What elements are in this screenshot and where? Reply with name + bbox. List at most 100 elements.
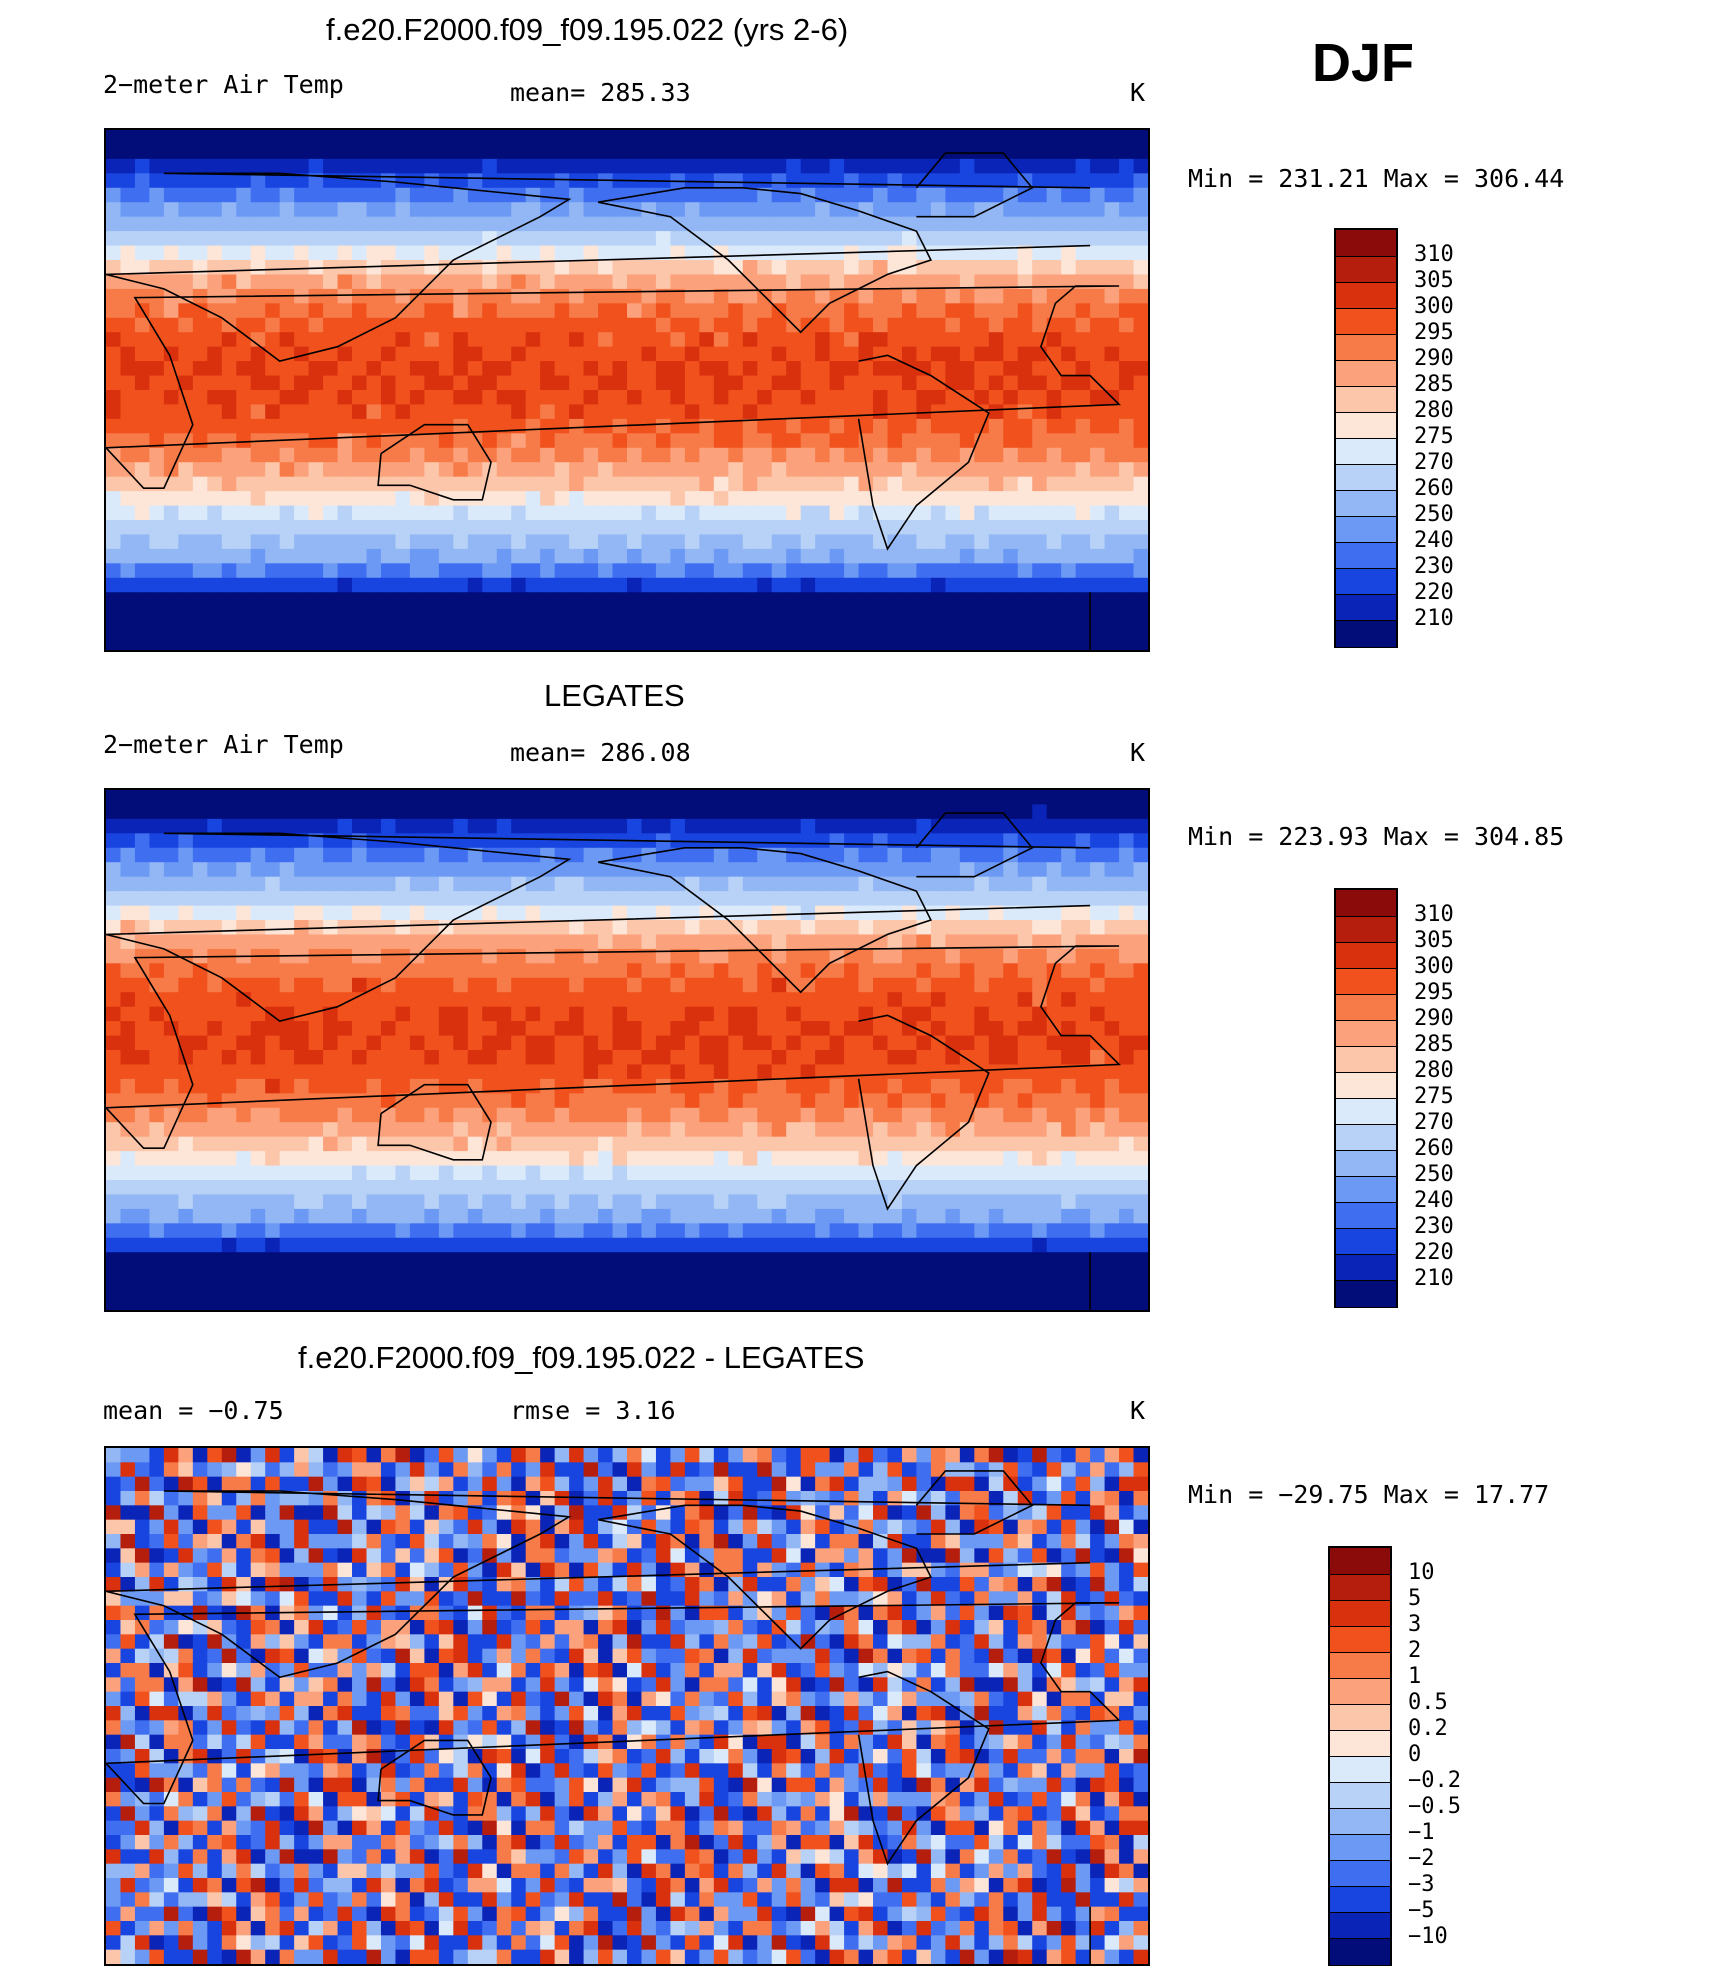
map-cell (959, 245, 975, 261)
map-cell (670, 476, 686, 492)
map-cell (786, 245, 802, 261)
map-cell (655, 606, 672, 622)
map-cell (1119, 303, 1135, 319)
map-cell (178, 592, 194, 608)
map-cell (250, 173, 266, 189)
map-cell (1017, 491, 1033, 507)
map-cell (352, 577, 368, 593)
map-cell (279, 818, 295, 834)
map-cell (945, 548, 961, 564)
map-cell (713, 790, 729, 806)
map-cell (569, 418, 585, 434)
map-cell (988, 934, 1004, 950)
map-cell (930, 1237, 946, 1253)
map-cell (294, 1194, 310, 1210)
map-cell (323, 245, 339, 261)
map-cell (511, 818, 527, 834)
map-cell (930, 245, 946, 261)
map-cell (134, 847, 151, 863)
map-cell (670, 1208, 686, 1224)
map-cell (742, 977, 758, 993)
map-cell (670, 606, 686, 622)
map-cell (525, 635, 541, 650)
map-cell (829, 505, 845, 521)
map-cell (294, 876, 310, 892)
map-cell (742, 920, 758, 936)
map-cell (974, 1064, 990, 1080)
map-cell (380, 563, 397, 579)
map-cell (684, 447, 700, 463)
map-cell (684, 1180, 700, 1196)
map-cell (308, 433, 324, 449)
map-cell (380, 1050, 397, 1066)
map-cell (627, 303, 643, 319)
map-cell (1046, 818, 1062, 834)
map-cell (554, 804, 570, 820)
map-cell (713, 1194, 729, 1210)
map-cell (699, 963, 715, 979)
map-cell (786, 158, 802, 174)
map-cell (742, 948, 758, 964)
map-cell (728, 390, 744, 406)
map-cell (149, 476, 165, 492)
map-cell (873, 447, 889, 463)
map-cell (699, 934, 715, 950)
map-cell (699, 202, 715, 218)
map-cell (959, 361, 975, 377)
map-cell (482, 505, 498, 521)
map-cell (1061, 1035, 1077, 1051)
map-cell (366, 404, 382, 420)
map-cell (554, 1136, 570, 1152)
map-cell (294, 1006, 310, 1022)
map-cell (250, 891, 266, 907)
map-cell (1017, 847, 1033, 863)
map-cell (627, 1064, 643, 1080)
map-cell (192, 905, 208, 921)
map-cell (540, 1194, 556, 1210)
map-cell (1003, 1223, 1019, 1239)
map-cell (1075, 418, 1091, 434)
map-cell (945, 1035, 961, 1051)
map-cell (873, 862, 889, 878)
map-cell (959, 1078, 975, 1094)
map-cell (337, 1078, 353, 1094)
map-cell (337, 130, 353, 146)
map-cell (207, 303, 223, 319)
map-cell (641, 847, 657, 863)
map-cell (525, 1122, 541, 1138)
map-cell (308, 476, 324, 492)
map-cell (409, 418, 425, 434)
map-cell (1061, 621, 1077, 637)
map-cell (323, 563, 339, 579)
map-cell (1119, 534, 1135, 550)
map-cell (641, 1107, 657, 1123)
map-cell (728, 1252, 744, 1268)
map-cell (569, 804, 585, 820)
map-cell (106, 216, 122, 232)
map-cell (988, 847, 1004, 863)
map-cell (467, 375, 483, 391)
map-cell (511, 635, 527, 650)
map-cell (120, 891, 136, 907)
map-cell (279, 274, 295, 290)
map-cell (438, 1194, 454, 1210)
map-cell (236, 818, 252, 834)
map-cell (713, 1064, 729, 1080)
map-cell (395, 173, 411, 189)
map-cell (1075, 833, 1091, 849)
map-cell (887, 1078, 903, 1094)
map-cell (337, 346, 353, 362)
map-cell (1104, 1223, 1120, 1239)
map-cell (496, 876, 512, 892)
map-cell (409, 173, 425, 189)
map-cell (988, 1122, 1004, 1138)
map-cell (482, 245, 498, 261)
map-cell (438, 144, 454, 160)
map-cell (250, 876, 266, 892)
map-cell (829, 934, 845, 950)
map-cell (1104, 534, 1120, 550)
map-cell (337, 1194, 353, 1210)
map-cell (438, 187, 454, 203)
map-cell (742, 173, 758, 189)
map-cell (540, 1180, 556, 1196)
